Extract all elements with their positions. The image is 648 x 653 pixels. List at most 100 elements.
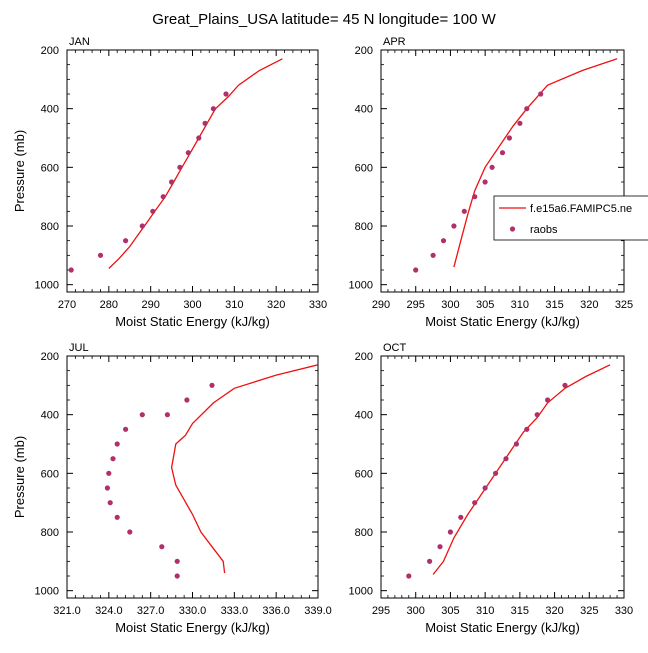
panel-label: OCT [383, 342, 407, 354]
x-tick-label: 310 [511, 299, 529, 311]
x-tick-label: 295 [407, 299, 425, 311]
x-tick-label: 270 [58, 299, 76, 311]
raobs-point [202, 120, 208, 126]
raobs-point [184, 397, 190, 403]
raobs-point [123, 238, 129, 244]
y-tick-label: 1000 [35, 586, 59, 598]
raobs-point [447, 529, 453, 535]
raobs-point [114, 441, 120, 447]
panel-jan: 270 280 290 300 310 320 330 200 400 600 800 1000 JAN… [12, 36, 327, 329]
x-tick-label: 324.0 [95, 605, 123, 617]
y-tick-label: 800 [355, 527, 373, 539]
raobs-point [223, 91, 229, 97]
raobs-point [123, 426, 129, 432]
raobs-point [517, 120, 523, 126]
y-tick-label: 200 [355, 45, 373, 57]
plot-frame [380, 355, 625, 599]
x-tick-label: 330 [309, 299, 327, 311]
y-tick-label: 400 [355, 410, 373, 422]
raobs-point [506, 135, 512, 141]
raobs-point [440, 238, 447, 244]
x-tick-label: 305 [441, 605, 459, 617]
panel-jul: 321.0 324.0 327.0 330.0 333.0 336.0 339.0 200 40… [12, 342, 332, 635]
raobs-point [524, 426, 530, 432]
raobs-point [104, 485, 110, 491]
y-tick-label: 200 [41, 351, 59, 363]
x-axis-label: Moist Static Energy (kJ/kg) [425, 620, 580, 635]
y-axis-label: Pressure (mb) [12, 130, 27, 212]
x-tick-label: 290 [141, 299, 159, 311]
plot-frame [66, 49, 319, 293]
raobs-point [472, 194, 478, 200]
panel-label: JUL [69, 342, 89, 354]
raobs-point [139, 223, 145, 229]
y-tick-label: 200 [355, 351, 373, 363]
y-tick-label: 800 [355, 221, 373, 233]
panel-label: APR [383, 36, 406, 48]
y-tick-label: 1000 [35, 280, 59, 292]
raobs-point [458, 514, 464, 520]
raobs-point [503, 456, 509, 462]
page-title: Great_Plains_USA latitude= 45 N longitud… [152, 11, 496, 28]
raobs-point [472, 500, 478, 506]
raobs-point [482, 179, 488, 185]
raobs-point [406, 573, 412, 579]
model-line [170, 364, 318, 574]
x-tick-label: 305 [476, 299, 494, 311]
raobs-point [524, 106, 530, 112]
x-tick-label: 300 [183, 299, 201, 311]
raobs-point [430, 252, 436, 258]
y-tick-label: 600 [355, 162, 373, 174]
legend-box [493, 195, 648, 241]
raobs-point [489, 164, 495, 170]
raobs-point [68, 267, 74, 273]
raobs-point [210, 106, 216, 112]
raobs-point [164, 412, 170, 418]
y-tick-label: 600 [41, 162, 59, 174]
x-axis-label: Moist Static Energy (kJ/kg) [115, 314, 270, 329]
x-tick-label: 333.0 [221, 605, 249, 617]
x-tick-label: 300 [441, 299, 459, 311]
raobs-point [513, 441, 520, 447]
model-line [453, 58, 618, 268]
raobs-point [482, 485, 488, 491]
x-tick-label: 325 [580, 605, 598, 617]
x-tick-label: 339.0 [304, 605, 332, 617]
y-tick-label: 200 [41, 45, 59, 57]
raobs-point [139, 412, 145, 418]
raobs-point [110, 456, 116, 462]
raobs-point [427, 558, 433, 564]
x-tick-label: 315 [511, 605, 529, 617]
legend-raobs-label: raobs [530, 224, 558, 236]
raobs-point [174, 558, 180, 564]
x-axis-label: Moist Static Energy (kJ/kg) [425, 314, 580, 329]
raobs-point [534, 412, 540, 418]
y-tick-label: 600 [41, 468, 59, 480]
legend-marker-swatch [509, 226, 516, 232]
raobs-point [107, 500, 113, 506]
raobs-point [562, 382, 568, 388]
raobs-point [209, 382, 215, 388]
raobs-point [106, 470, 112, 476]
raobs-point [437, 544, 443, 550]
x-tick-label: 336.0 [262, 605, 290, 617]
raobs-point [493, 470, 499, 476]
raobs-point [413, 267, 419, 273]
y-axis-label: Pressure (mb) [12, 436, 27, 518]
plot-frame [380, 49, 625, 293]
x-tick-label: 310 [225, 299, 243, 311]
x-tick-label: 327.0 [137, 605, 165, 617]
y-tick-label: 1000 [349, 586, 373, 598]
model-line [432, 364, 611, 575]
x-tick-label: 290 [372, 299, 390, 311]
raobs-point [185, 150, 191, 156]
y-tick-label: 400 [41, 104, 59, 116]
x-tick-label: 280 [100, 299, 118, 311]
x-tick-label: 310 [476, 605, 494, 617]
raobs-point [196, 135, 202, 141]
model-line [108, 58, 283, 269]
x-tick-label: 320 [267, 299, 285, 311]
raobs-point [150, 208, 156, 214]
legend-model-label: f.e15a6.FAMIPC5.ne [530, 203, 632, 215]
